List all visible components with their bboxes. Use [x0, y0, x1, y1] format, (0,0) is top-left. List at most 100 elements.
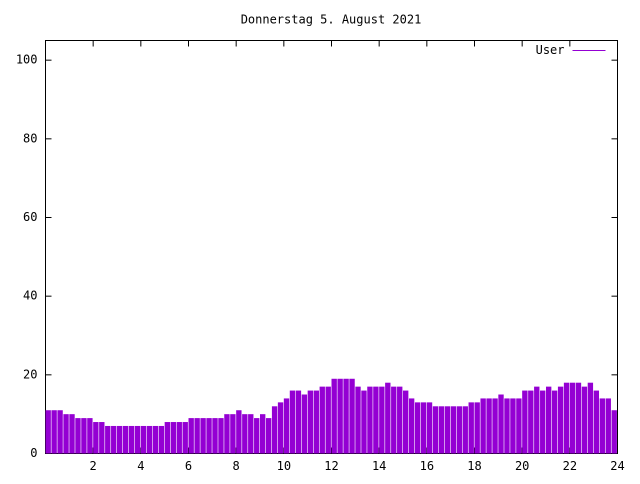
- impulse: [343, 378, 349, 454]
- impulse: [420, 402, 427, 454]
- impulse: [111, 425, 117, 454]
- impulse: [551, 390, 558, 454]
- impulse: [81, 418, 87, 454]
- y-tick-label: 20: [23, 367, 37, 381]
- impulse: [254, 418, 260, 454]
- impulse: [373, 386, 379, 454]
- impulse: [468, 402, 474, 454]
- impulse: [295, 390, 302, 454]
- impulse: [426, 402, 433, 454]
- impulse: [456, 406, 462, 454]
- impulse: [337, 378, 343, 454]
- impulse: [260, 414, 266, 454]
- impulse: [593, 390, 600, 454]
- legend-label: User: [536, 43, 565, 57]
- impulse: [188, 418, 194, 454]
- impulse: [248, 414, 254, 454]
- x-tick-label: 24: [610, 459, 624, 473]
- x-tick-label: 2: [90, 459, 97, 473]
- impulse: [474, 402, 480, 454]
- chart-title: Donnerstag 5. August 2021: [241, 13, 422, 27]
- impulse: [432, 406, 439, 454]
- impulse: [277, 402, 284, 454]
- impulse: [599, 398, 605, 454]
- impulse: [361, 390, 367, 454]
- y-tick-label: 80: [23, 131, 37, 145]
- impulse: [325, 386, 331, 454]
- impulse: [385, 382, 391, 454]
- impulse: [176, 422, 182, 454]
- impulse: [117, 425, 123, 454]
- impulse: [438, 406, 445, 454]
- impulse: [581, 386, 588, 454]
- impulse: [93, 422, 99, 454]
- impulse: [414, 402, 421, 454]
- impulse: [63, 414, 69, 454]
- impulse: [218, 418, 224, 454]
- impulse: [51, 410, 57, 454]
- impulse: [122, 425, 129, 454]
- x-tick-label: 16: [420, 459, 434, 473]
- impulse: [313, 390, 319, 454]
- impulse: [498, 394, 504, 454]
- impulse: [307, 390, 314, 454]
- impulse: [128, 425, 135, 454]
- impulse: [379, 386, 385, 454]
- impulse: [212, 418, 218, 454]
- impulse: [134, 425, 141, 454]
- impulse: [319, 386, 325, 454]
- impulse: [99, 422, 105, 454]
- impulse: [575, 382, 582, 454]
- impulse: [540, 390, 546, 454]
- x-tick-label: 14: [372, 459, 386, 473]
- impulse: [283, 398, 290, 454]
- impulse: [397, 386, 403, 454]
- impulse: [522, 390, 528, 454]
- impulse: [557, 386, 564, 454]
- impulse: [182, 422, 188, 454]
- impulse: [516, 398, 522, 454]
- impulse: [242, 414, 248, 454]
- x-tick-label: 12: [324, 459, 338, 473]
- y-tick-label: 0: [30, 446, 37, 460]
- impulse: [492, 398, 498, 454]
- impulse: [194, 418, 200, 454]
- x-tick-label: 10: [277, 459, 291, 473]
- impulse: [265, 418, 272, 454]
- impulse: [563, 382, 570, 454]
- impulse: [546, 386, 552, 454]
- impulse: [146, 425, 153, 454]
- impulse: [164, 422, 171, 454]
- impulse: [158, 425, 165, 454]
- impulse: [200, 418, 206, 454]
- impulse: [301, 394, 308, 454]
- impulse: [569, 382, 576, 454]
- impulse: [230, 414, 236, 454]
- impulse: [289, 390, 296, 454]
- impulse: [450, 406, 457, 454]
- impulse: [403, 390, 409, 454]
- x-tick-label: 8: [233, 459, 240, 473]
- impulse: [367, 386, 373, 454]
- y-tick-label: 100: [16, 53, 38, 67]
- y-tick-label: 40: [23, 289, 37, 303]
- impulse: [87, 418, 93, 454]
- impulse: [349, 378, 355, 454]
- impulse: [510, 398, 516, 454]
- impulse: [534, 386, 540, 454]
- x-tick-label: 4: [137, 459, 144, 473]
- impulse: [69, 414, 75, 454]
- impulse: [271, 406, 278, 454]
- impulse: [57, 410, 63, 454]
- impulse: [504, 398, 510, 454]
- impulse: [408, 398, 415, 454]
- impulse: [587, 382, 594, 454]
- x-tick-label: 22: [563, 459, 577, 473]
- impulse: [206, 418, 212, 454]
- impulse: [486, 398, 492, 454]
- impulse: [528, 390, 534, 454]
- impulse: [75, 418, 81, 454]
- impulse: [462, 406, 468, 454]
- impulse: [611, 410, 617, 454]
- impulse: [480, 398, 486, 454]
